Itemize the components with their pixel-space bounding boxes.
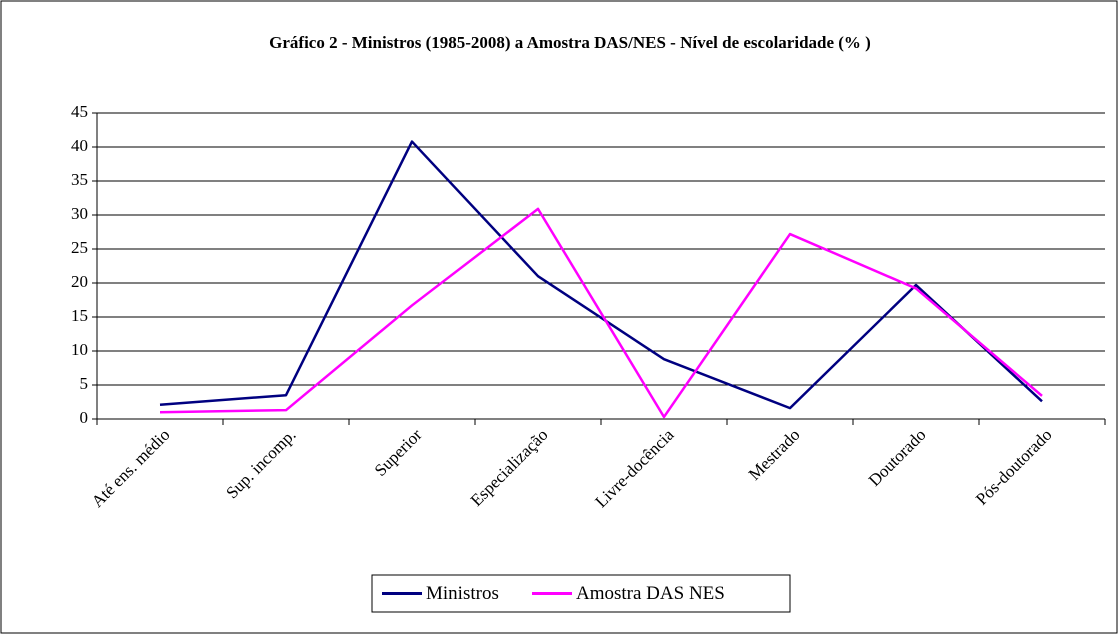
y-tick-label: 25 xyxy=(71,238,88,257)
line-series xyxy=(159,140,1043,410)
y-tick-label: 5 xyxy=(80,374,89,393)
chart-title: Gráfico 2 - Ministros (1985-2008) a Amos… xyxy=(269,33,871,52)
y-tick-label: 10 xyxy=(71,340,88,359)
y-tick-label: 20 xyxy=(71,272,88,291)
y-tick-label: 40 xyxy=(71,136,88,155)
y-tick-label: 45 xyxy=(71,102,88,121)
legend-label: Ministros xyxy=(426,583,499,604)
legend-label: Amostra DAS NES xyxy=(576,583,725,604)
y-tick-label: 35 xyxy=(71,170,88,189)
y-tick-label: 0 xyxy=(80,408,89,427)
y-tick-label: 15 xyxy=(71,306,88,325)
legend-box xyxy=(371,574,791,613)
line-series xyxy=(159,207,1043,419)
y-tick-label: 30 xyxy=(71,204,88,223)
